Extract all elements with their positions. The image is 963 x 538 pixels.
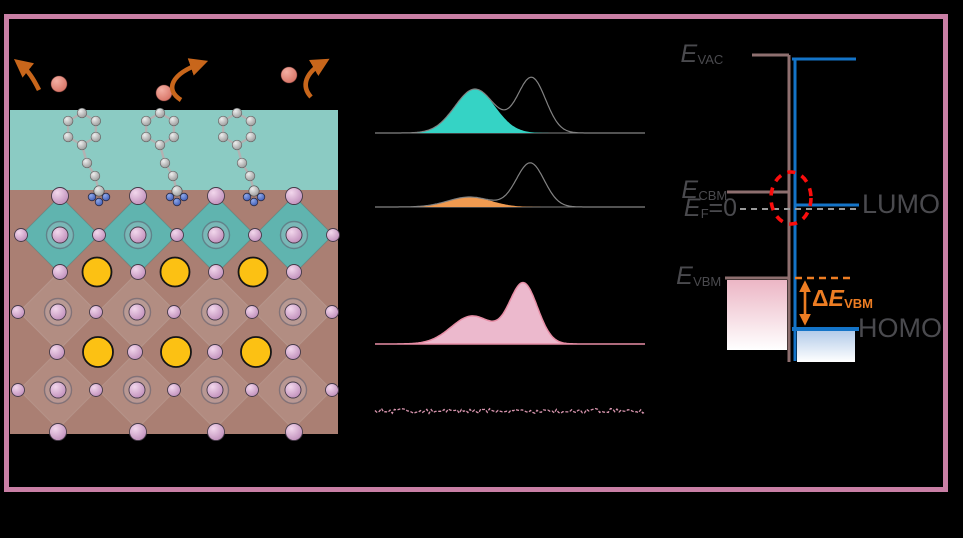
escaping-ion-sphere xyxy=(155,84,173,102)
escape-arrow-icon xyxy=(13,58,42,92)
alignment-highlight-ellipse xyxy=(769,170,813,226)
delta-evbm-label: ΔEVBM xyxy=(812,286,873,310)
spectrum-1 xyxy=(375,76,645,134)
energy-level-panel xyxy=(648,28,960,373)
evbm-label: EVBM xyxy=(618,263,721,289)
filled-component xyxy=(375,89,645,133)
evbm-symbol: E xyxy=(676,262,693,290)
surface-molecule xyxy=(62,107,111,207)
evbm-subscript: VBM xyxy=(693,273,722,289)
fermi-symbol: E xyxy=(683,194,701,222)
escaping-ions xyxy=(50,66,298,102)
fermi-subscript: F xyxy=(700,205,709,221)
delta-subscript: VBM xyxy=(844,295,874,311)
spectrum-2 xyxy=(375,162,645,208)
evac-label: EVAC xyxy=(620,40,724,68)
delta-symbol: Δ xyxy=(812,285,829,311)
escape-arrow-icon xyxy=(169,58,209,102)
xps-spectra xyxy=(374,76,646,415)
escaping-ion-sphere xyxy=(50,75,68,93)
surface-molecules xyxy=(62,107,266,207)
spectrum-4-noise xyxy=(374,407,646,415)
escape-arrow-icon xyxy=(303,58,330,99)
total-fit xyxy=(375,162,645,208)
filled-total xyxy=(375,281,645,345)
homo-label: HOMO xyxy=(858,313,942,343)
perovskite-panel xyxy=(8,50,342,442)
escape-arrows xyxy=(13,58,330,102)
lattice-atoms xyxy=(11,187,340,441)
ecbm-subscript: CBM xyxy=(698,187,728,203)
ecbm-label: ECBM xyxy=(620,177,727,203)
spectra-panel xyxy=(370,58,652,420)
figure-border xyxy=(4,14,948,492)
evac-subscript: VAC xyxy=(697,51,724,67)
lumo-label: LUMO xyxy=(862,189,941,219)
vbm-band-box xyxy=(727,280,787,350)
homo-band-box xyxy=(797,331,855,362)
filled-component xyxy=(375,197,645,207)
surface-molecule xyxy=(140,107,189,207)
spectrum-3 xyxy=(375,281,645,345)
perovskite-illustration xyxy=(10,58,340,441)
total-fit xyxy=(375,76,645,134)
surface-molecule xyxy=(217,107,266,207)
delta-e-symbol: E xyxy=(828,285,844,311)
energy-level-diagram xyxy=(725,53,859,362)
ecbm-symbol: E xyxy=(681,176,699,204)
fermi-label: EF=0 xyxy=(620,195,737,221)
fermi-value: =0 xyxy=(708,194,737,222)
escaping-ion-sphere xyxy=(280,66,298,84)
evac-symbol: E xyxy=(680,40,698,68)
